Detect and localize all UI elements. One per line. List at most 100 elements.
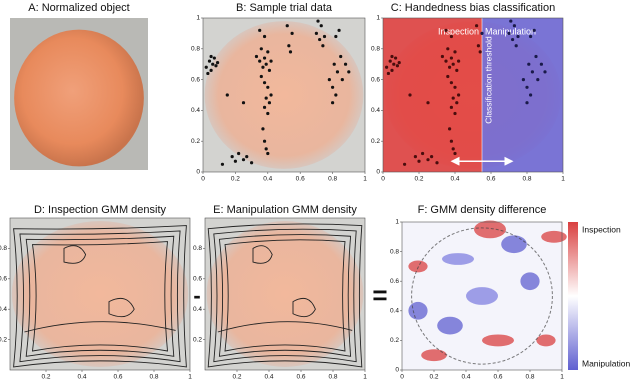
- y-tick-label: 0.8: [191, 46, 200, 53]
- x-tick-label: 0.2: [414, 176, 423, 183]
- data-point: [258, 59, 262, 63]
- data-point: [444, 59, 448, 63]
- object-outline: [411, 227, 553, 365]
- panel-title: B: Sample trial data: [236, 2, 333, 14]
- data-point: [262, 105, 267, 109]
- x-tick-label: 0: [400, 374, 404, 381]
- data-point: [318, 37, 322, 42]
- data-point: [204, 65, 208, 69]
- y-tick-label: 0.4: [371, 107, 380, 114]
- x-tick-label: 0.2: [429, 374, 438, 381]
- minus-sign: -: [193, 283, 200, 308]
- data-point: [262, 81, 267, 85]
- data-point: [455, 101, 459, 105]
- data-point: [212, 56, 216, 60]
- data-point: [220, 162, 225, 166]
- data-point: [331, 101, 335, 105]
- data-point: [269, 59, 273, 63]
- density-blob: [482, 334, 514, 347]
- contour-line: [207, 223, 363, 368]
- data-point: [530, 70, 535, 74]
- x-tick-label: 0.4: [264, 374, 273, 381]
- data-point: [507, 31, 511, 35]
- colorbar: [568, 222, 578, 370]
- plot-frame: [382, 17, 564, 173]
- data-point: [259, 47, 263, 51]
- data-point: [394, 56, 398, 60]
- data-point: [403, 162, 407, 166]
- density-blob: [474, 220, 506, 239]
- colorbar-bottom-label: Manipulation: [582, 358, 630, 368]
- data-point: [334, 34, 338, 39]
- data-point: [453, 111, 457, 116]
- data-point: [397, 61, 401, 65]
- data-point: [453, 85, 457, 89]
- y-tick-label: 1: [376, 15, 380, 22]
- data-point: [525, 85, 529, 89]
- data-point: [514, 44, 518, 48]
- plot-frame: [9, 217, 191, 371]
- data-point: [536, 78, 540, 82]
- data-point: [388, 59, 392, 63]
- data-point: [417, 159, 421, 163]
- y-tick-label: 0.4: [0, 306, 7, 313]
- x-tick-label: 0.4: [450, 176, 459, 183]
- data-point: [287, 44, 291, 48]
- data-point: [215, 61, 220, 65]
- data-point: [250, 161, 254, 165]
- x-tick-label: 1: [363, 374, 367, 381]
- data-point: [211, 62, 215, 66]
- inspection-label: Inspection: [438, 26, 479, 36]
- data-point: [331, 85, 335, 89]
- y-tick-label: 0: [395, 367, 399, 374]
- data-point: [451, 147, 455, 151]
- data-point: [475, 24, 479, 28]
- data-point: [254, 54, 259, 59]
- faded-object: [11, 221, 189, 367]
- contour-line: [63, 245, 87, 264]
- density-blob: [466, 287, 498, 305]
- density-blob: [442, 253, 474, 265]
- data-point: [457, 59, 461, 63]
- x-tick-label: 0.8: [149, 374, 158, 381]
- y-tick-label: 0.8: [193, 245, 202, 252]
- data-point: [319, 24, 323, 28]
- x-tick-label: 0.6: [296, 374, 305, 381]
- contour-line: [217, 321, 353, 333]
- data-point: [209, 68, 213, 72]
- data-point: [225, 93, 229, 97]
- y-tick-label: 0.8: [371, 46, 380, 53]
- contour-line: [108, 297, 135, 318]
- y-tick-label: 0.4: [191, 107, 200, 114]
- data-point: [288, 50, 293, 54]
- data-point: [451, 96, 455, 100]
- data-point: [322, 34, 327, 39]
- y-tick-label: 1: [395, 219, 399, 226]
- orange-photo: [14, 29, 144, 167]
- panel-title: D: Inspection GMM density: [34, 204, 167, 216]
- contour-line: [31, 241, 169, 352]
- data-point: [262, 34, 267, 39]
- data-point: [262, 56, 267, 60]
- data-point: [453, 50, 457, 54]
- data-point: [448, 127, 452, 131]
- data-point: [392, 62, 396, 66]
- data-point: [386, 71, 390, 76]
- data-point: [446, 47, 450, 51]
- contour-line: [213, 228, 357, 363]
- data-point: [266, 85, 270, 89]
- data-point: [267, 68, 272, 72]
- data-point: [527, 62, 531, 66]
- data-point: [529, 34, 533, 39]
- data-point: [510, 37, 515, 42]
- panel-title: A: Normalized object: [28, 2, 130, 14]
- y-tick-label: 0.6: [371, 76, 380, 83]
- inspection-region: [383, 18, 482, 172]
- contour-line: [292, 297, 316, 318]
- y-tick-label: 0.8: [0, 245, 7, 252]
- data-point: [390, 54, 394, 59]
- x-tick-label: 0.6: [493, 374, 502, 381]
- density-blob: [408, 301, 428, 320]
- data-point: [327, 78, 331, 82]
- data-point: [543, 70, 547, 74]
